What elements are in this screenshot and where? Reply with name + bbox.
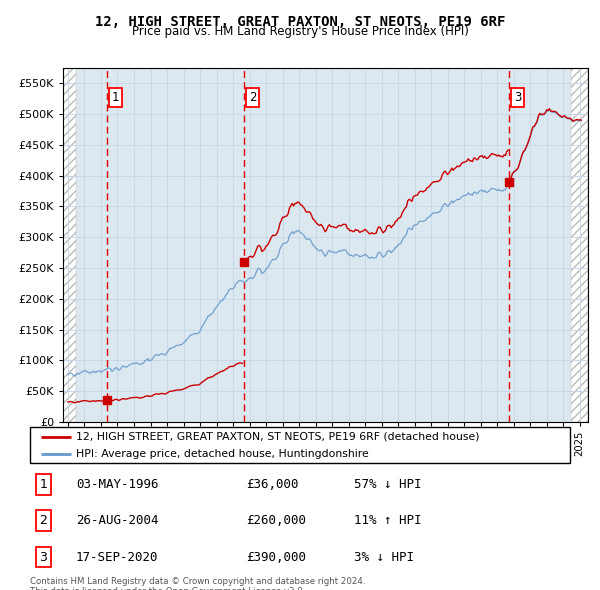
Bar xyxy=(63,68,76,422)
Text: 03-MAY-1996: 03-MAY-1996 xyxy=(76,478,158,491)
Text: 2: 2 xyxy=(249,91,256,104)
Text: £36,000: £36,000 xyxy=(246,478,299,491)
Text: 2: 2 xyxy=(40,514,47,527)
Text: Price paid vs. HM Land Registry's House Price Index (HPI): Price paid vs. HM Land Registry's House … xyxy=(131,25,469,38)
FancyBboxPatch shape xyxy=(30,427,570,463)
Text: 26-AUG-2004: 26-AUG-2004 xyxy=(76,514,158,527)
Text: 12, HIGH STREET, GREAT PAXTON, ST NEOTS, PE19 6RF: 12, HIGH STREET, GREAT PAXTON, ST NEOTS,… xyxy=(95,15,505,29)
Text: HPI: Average price, detached house, Huntingdonshire: HPI: Average price, detached house, Hunt… xyxy=(76,449,368,459)
Text: £260,000: £260,000 xyxy=(246,514,306,527)
Text: 3: 3 xyxy=(40,550,47,563)
Text: 1: 1 xyxy=(112,91,119,104)
Text: £390,000: £390,000 xyxy=(246,550,306,563)
Bar xyxy=(571,68,588,422)
Text: 17-SEP-2020: 17-SEP-2020 xyxy=(76,550,158,563)
Text: 1: 1 xyxy=(40,478,47,491)
Text: 3% ↓ HPI: 3% ↓ HPI xyxy=(354,550,414,563)
Text: Contains HM Land Registry data © Crown copyright and database right 2024.
This d: Contains HM Land Registry data © Crown c… xyxy=(30,577,365,590)
Text: 11% ↑ HPI: 11% ↑ HPI xyxy=(354,514,421,527)
Text: 57% ↓ HPI: 57% ↓ HPI xyxy=(354,478,421,491)
Text: 3: 3 xyxy=(514,91,521,104)
Text: 12, HIGH STREET, GREAT PAXTON, ST NEOTS, PE19 6RF (detached house): 12, HIGH STREET, GREAT PAXTON, ST NEOTS,… xyxy=(76,432,479,442)
